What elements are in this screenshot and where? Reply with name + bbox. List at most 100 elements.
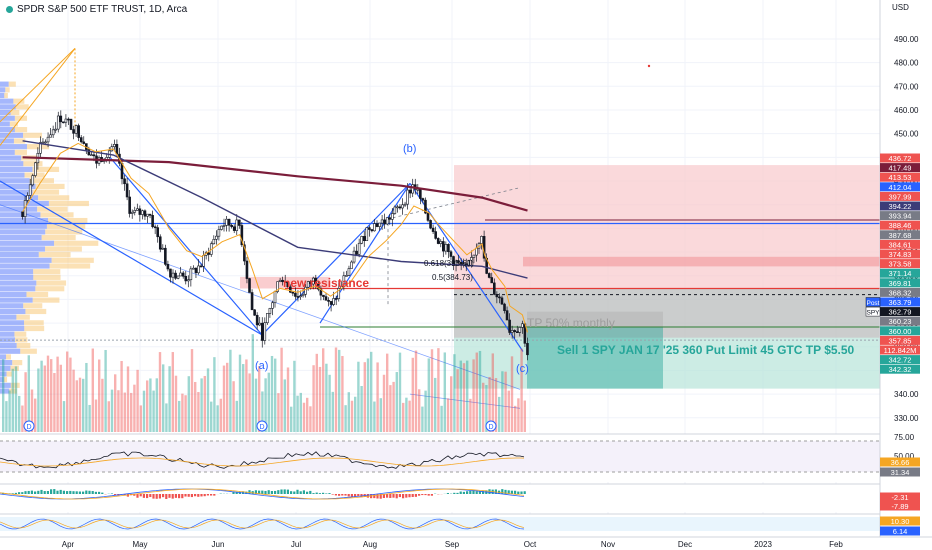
volume-bar <box>405 397 408 432</box>
x-tick-label: Apr <box>62 540 75 549</box>
volume-bar <box>315 353 318 432</box>
candle-body <box>220 225 223 230</box>
volume-bar <box>219 398 222 432</box>
candle-body <box>232 226 236 231</box>
volume-bar <box>504 371 507 432</box>
candle-body <box>449 251 453 257</box>
volume-bar <box>251 334 254 432</box>
volume-bar <box>24 372 27 432</box>
macd-bar <box>146 494 149 499</box>
volume-bar <box>318 366 322 432</box>
candle-body <box>128 196 131 214</box>
macd-bar <box>75 491 78 494</box>
wave-b-line <box>261 182 411 336</box>
candle-body <box>518 327 522 333</box>
price-label-value: 436.72 <box>889 154 912 163</box>
rsi-value-box <box>880 457 920 467</box>
candle-body <box>498 296 501 299</box>
candle-body <box>125 183 129 198</box>
candle-body <box>513 330 517 332</box>
moving-average-line <box>22 156 528 212</box>
volume-profile <box>0 81 99 394</box>
candle-body <box>79 137 83 143</box>
macd-bar <box>318 493 321 494</box>
volume-bar <box>56 356 59 432</box>
volume-bar <box>469 398 472 432</box>
volume-profile-bar <box>45 246 82 252</box>
volume-bar <box>370 351 373 432</box>
candle-body <box>362 236 366 242</box>
candle-body <box>250 292 254 311</box>
fib-fan-line <box>0 48 76 146</box>
candle-body <box>434 231 437 239</box>
volume-bar <box>440 405 443 432</box>
price-label-value: 413.53 <box>889 173 912 182</box>
volume-profile-bar <box>0 172 25 178</box>
macd-bar <box>165 494 168 499</box>
candle-body <box>301 293 305 297</box>
volume-profile-bar <box>14 331 27 337</box>
volume-profile-bar <box>0 320 25 326</box>
macd-bar <box>504 489 507 494</box>
candle-body <box>64 118 68 123</box>
volume-bar <box>50 359 53 432</box>
volume-profile-bar <box>0 87 6 93</box>
volume-bar <box>328 374 331 432</box>
macd-bar <box>174 494 177 498</box>
volume-profile-bar <box>23 132 42 138</box>
macd-bar <box>152 494 155 499</box>
volume-bar <box>382 374 386 432</box>
macd-bar <box>312 493 315 494</box>
candle-body <box>184 275 188 282</box>
candle-body <box>442 241 445 252</box>
y-tick-label: 480.00 <box>894 59 919 68</box>
candle-body <box>169 268 172 278</box>
price-label-box <box>880 172 920 182</box>
new-resistance-label: new resistance <box>283 276 369 290</box>
volume-bar <box>171 352 174 432</box>
volume-bar <box>498 396 501 432</box>
volume-bar <box>146 380 149 432</box>
volume-bar <box>254 378 258 432</box>
volume-bar <box>325 363 328 432</box>
volume-bar <box>136 369 139 432</box>
candle-body <box>130 211 134 214</box>
macd-bar <box>283 489 286 494</box>
volume-bar <box>18 395 21 432</box>
candle-body <box>181 272 185 277</box>
macd-bar <box>235 491 238 494</box>
volume-bar <box>114 374 117 432</box>
volume-bar <box>66 351 69 432</box>
macd-bar <box>459 491 462 494</box>
macd-bar <box>210 494 213 496</box>
candle-body <box>115 144 119 155</box>
macd-bar <box>478 491 481 494</box>
volume-bar <box>386 353 389 432</box>
candle-body <box>253 309 256 316</box>
candle-body <box>380 219 384 224</box>
candle-body <box>493 282 496 295</box>
volume-bar <box>424 390 427 432</box>
macd-bar <box>110 493 113 494</box>
candle-body <box>230 224 233 228</box>
volume-bar <box>450 376 453 432</box>
volume-profile-bar <box>0 155 22 161</box>
volume-bar <box>162 364 165 432</box>
candle-body <box>260 322 264 341</box>
stray-dot <box>647 64 651 68</box>
price-label-value: 374.83 <box>889 250 912 259</box>
currency-label: USD <box>892 3 909 12</box>
volume-profile-bar <box>5 87 10 93</box>
candle-body <box>291 291 295 294</box>
volume-profile-bar <box>41 234 76 241</box>
candle-body <box>258 322 262 326</box>
macd-bar <box>507 490 510 494</box>
candle-body <box>294 292 297 297</box>
macd-bar <box>517 491 520 494</box>
volume-bar <box>306 397 309 432</box>
macd-bar <box>24 491 27 494</box>
volume-bar <box>94 399 98 432</box>
candle-body <box>385 217 389 225</box>
volume-bar <box>91 348 94 432</box>
